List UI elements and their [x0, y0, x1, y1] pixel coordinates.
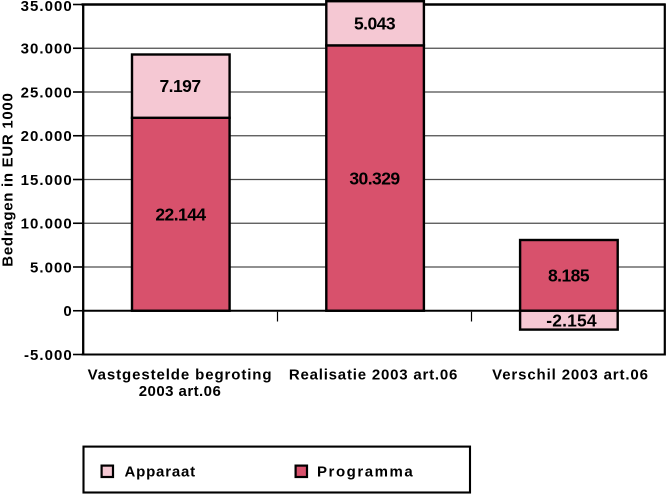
svg-text:15.000: 15.000 [21, 172, 73, 189]
svg-text:Apparaat: Apparaat [125, 463, 196, 480]
svg-text:25.000: 25.000 [21, 84, 73, 101]
svg-text:22.144: 22.144 [155, 205, 206, 225]
svg-text:5.043: 5.043 [354, 14, 396, 34]
svg-text:Bedragen in EUR 1000: Bedragen in EUR 1000 [0, 92, 17, 266]
svg-text:0: 0 [63, 303, 72, 320]
svg-text:-5.000: -5.000 [24, 347, 73, 364]
svg-text:8.185: 8.185 [548, 266, 590, 286]
svg-text:2003 art.06: 2003 art.06 [139, 383, 222, 400]
svg-text:Verschil 2003 art.06: Verschil 2003 art.06 [492, 366, 649, 383]
svg-text:35.000: 35.000 [21, 0, 73, 15]
svg-text:Realisatie 2003 art.06: Realisatie 2003 art.06 [289, 366, 458, 383]
svg-text:30.329: 30.329 [349, 169, 400, 189]
svg-text:5.000: 5.000 [30, 259, 73, 276]
svg-text:Programma: Programma [317, 463, 414, 480]
svg-text:7.197: 7.197 [159, 76, 200, 96]
svg-text:20.000: 20.000 [21, 128, 73, 145]
svg-text:30.000: 30.000 [21, 41, 73, 58]
svg-text:10.000: 10.000 [21, 216, 73, 233]
svg-text:-2.154: -2.154 [546, 311, 597, 331]
svg-text:Vastgestelde begroting: Vastgestelde begroting [88, 366, 273, 383]
